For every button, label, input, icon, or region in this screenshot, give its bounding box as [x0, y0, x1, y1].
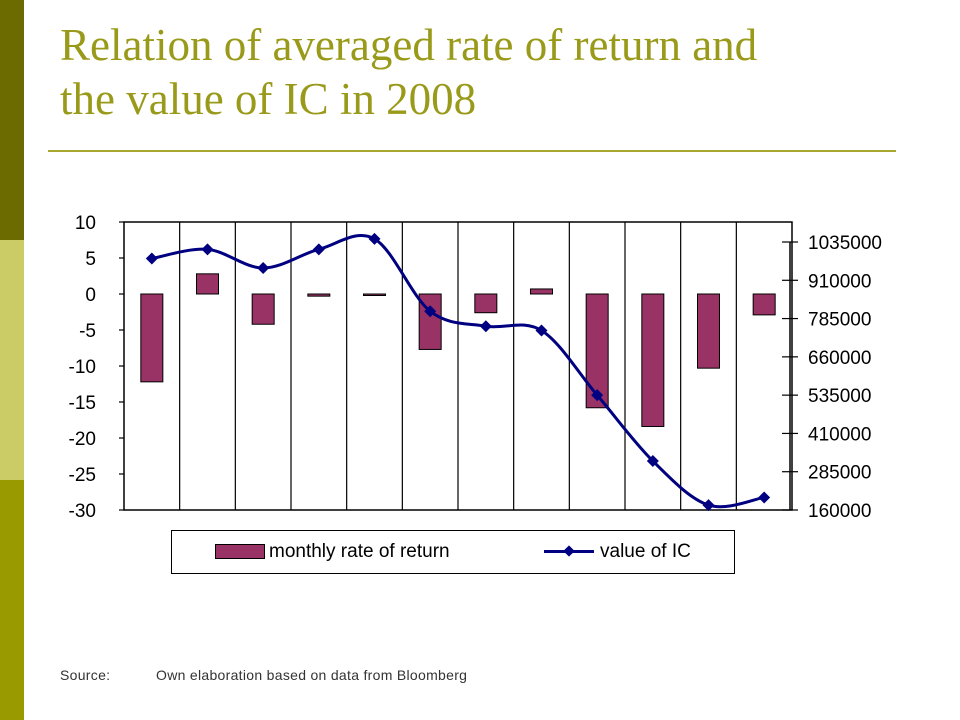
- bar-monthly-return: [363, 293, 386, 296]
- point-value-of-ic: [201, 243, 214, 256]
- slide-title-line-2: the value of IC in 2008: [60, 74, 477, 124]
- right-axis-tick-label: 1035000: [808, 233, 882, 254]
- right-axis-tick-label: 535000: [808, 386, 871, 407]
- bar-monthly-return: [140, 293, 164, 383]
- left-axis-tick-label: -25: [69, 465, 96, 486]
- legend-swatch-monthly-return: [215, 544, 265, 559]
- source-label: Source:: [60, 667, 111, 683]
- left-axis-tick-label: 10: [75, 213, 96, 234]
- title-divider: [48, 150, 896, 152]
- source-text: Own elaboration based on data from Bloom…: [156, 667, 468, 683]
- slide-title: Relation of averaged rate of return and …: [60, 18, 920, 126]
- accent-bar-top: [0, 0, 24, 240]
- left-axis-tick-label: -15: [69, 393, 96, 414]
- right-axis-tick-label: 785000: [808, 310, 871, 331]
- bar-monthly-return: [641, 293, 665, 427]
- point-value-of-ic: [312, 243, 325, 256]
- point-value-of-ic: [535, 324, 548, 337]
- point-value-of-ic: [479, 320, 492, 333]
- left-axis-tick-label: 0: [85, 285, 96, 306]
- slide-title-line-1: Relation of averaged rate of return and: [60, 20, 758, 70]
- accent-bar-middle: [0, 240, 24, 480]
- point-value-of-ic: [646, 454, 659, 467]
- left-axis-tick-label: 5: [85, 249, 96, 270]
- legend-diamond-icon: [563, 545, 575, 557]
- right-axis-tick-label: 410000: [808, 424, 871, 445]
- bar-monthly-return: [530, 288, 553, 295]
- bar-monthly-return: [585, 293, 609, 409]
- right-axis-tick-label: 910000: [808, 271, 871, 292]
- bar-monthly-return: [307, 293, 331, 297]
- point-value-of-ic: [368, 232, 381, 245]
- right-axis-tick-label: 660000: [808, 348, 871, 369]
- bar-monthly-return: [474, 293, 498, 314]
- bar-monthly-return: [251, 293, 275, 325]
- bar-monthly-return: [697, 293, 720, 369]
- bar-monthly-return: [752, 293, 776, 316]
- point-value-of-ic: [702, 499, 715, 512]
- chart-legend: monthly rate of return value of IC: [171, 530, 735, 574]
- right-axis-tick-label: 285000: [808, 463, 871, 484]
- point-value-of-ic: [257, 262, 270, 275]
- left-axis-tick-label: -30: [69, 501, 96, 522]
- left-axis-tick-label: -10: [69, 357, 96, 378]
- left-axis-tick-label: -20: [69, 429, 96, 450]
- point-value-of-ic: [145, 252, 158, 265]
- point-value-of-ic: [424, 305, 437, 318]
- point-value-of-ic: [758, 491, 771, 504]
- accent-bar-bottom: [0, 480, 24, 720]
- bar-monthly-return: [196, 273, 219, 295]
- legend-label-value-ic: value of IC: [600, 541, 691, 562]
- right-axis-tick-label: 160000: [808, 501, 871, 522]
- point-value-of-ic: [591, 389, 604, 402]
- legend-label-monthly-return: monthly rate of return: [269, 541, 450, 562]
- left-axis-tick-label: -5: [79, 321, 96, 342]
